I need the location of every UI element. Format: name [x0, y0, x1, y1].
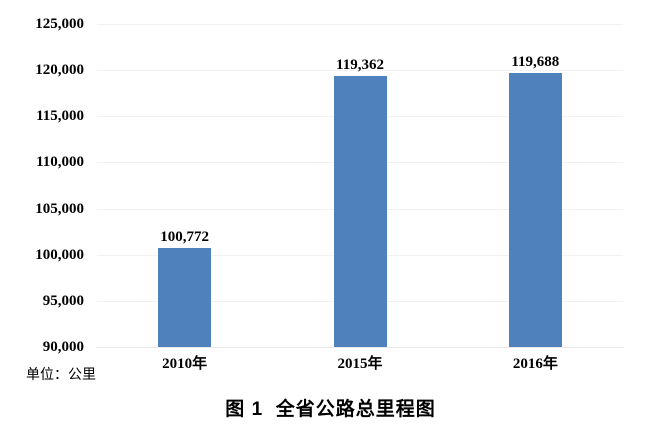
- x-axis-line: [97, 347, 623, 348]
- x-category-label: 2015年: [337, 356, 383, 372]
- gridline: [97, 24, 623, 25]
- bar-value-label: 119,362: [336, 57, 384, 74]
- y-tick-label: 90,000: [42, 339, 84, 355]
- bar: [508, 73, 562, 347]
- y-tick-label: 110,000: [36, 154, 84, 171]
- y-tick-label: 105,000: [35, 200, 84, 217]
- unit-label: 单位：公里: [26, 366, 96, 382]
- chart-title: 图 1 全省公路总里程图: [225, 399, 436, 420]
- y-tick-label: 120,000: [35, 62, 84, 79]
- x-category-label: 2010年: [162, 356, 208, 372]
- y-tick-label: 115,000: [36, 108, 84, 125]
- plot-area: 100,772 119,362 119,688: [97, 24, 623, 348]
- bar-value-label: 100,772: [160, 228, 210, 245]
- bar-value-label: 119,688: [511, 54, 560, 71]
- x-category-label: 2016年: [512, 356, 558, 372]
- y-tick-label: 125,000: [35, 16, 84, 32]
- gridline: [97, 70, 623, 71]
- y-tick-label: 95,000: [42, 292, 84, 309]
- y-tick-label: 100,000: [35, 246, 84, 263]
- bar: [333, 76, 387, 347]
- bar: [158, 247, 212, 347]
